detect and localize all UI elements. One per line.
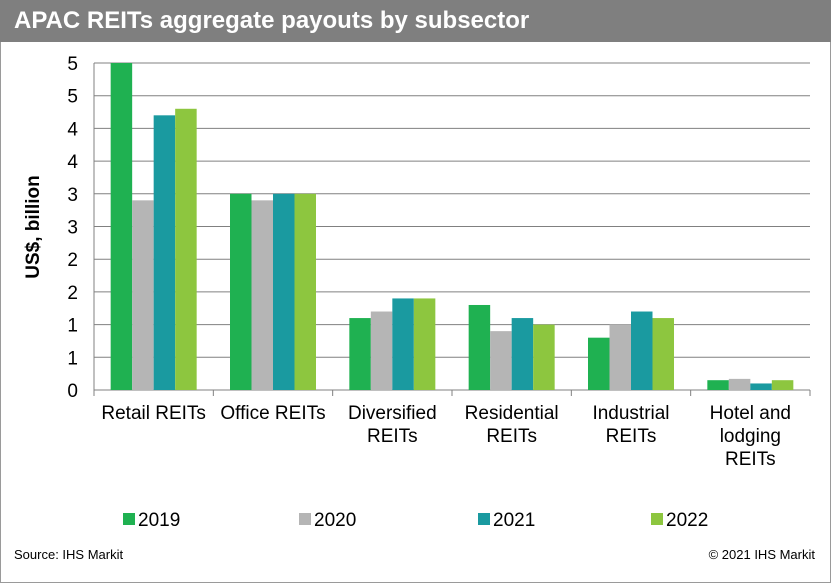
bar [392, 298, 414, 390]
x-tick-label: Office REITs [220, 403, 325, 424]
y-tick-label: 2 [67, 250, 78, 271]
legend-label: 2022 [666, 510, 708, 531]
bar [153, 115, 176, 390]
chart-title: APAC REITs aggregate payouts by subsecto… [14, 7, 530, 34]
y-tick-label: 3 [67, 185, 78, 206]
bar [771, 380, 794, 390]
bar [294, 193, 316, 390]
bar [273, 193, 295, 390]
legend-swatch [299, 513, 311, 525]
y-tick-label: 5 [67, 87, 78, 108]
x-tick-label-line: REITs [725, 449, 776, 470]
bar [511, 318, 534, 390]
legend-label: 2021 [493, 510, 535, 531]
y-tick-label: 0 [67, 381, 78, 402]
y-tick-label: 4 [67, 119, 78, 140]
x-tick-label: Retail REITs [101, 403, 206, 424]
bar [533, 324, 555, 390]
x-tick-label: Industrial REITs [592, 403, 669, 447]
bar [490, 331, 512, 390]
bar [728, 378, 751, 390]
y-tick-label: 4 [67, 152, 78, 173]
title-bar: APAC REITs aggregate payouts by subsecto… [0, 0, 831, 42]
bar [110, 63, 133, 390]
x-tick-label-line: Retail REITs [101, 403, 206, 424]
x-tick-label-line: REITs [486, 426, 537, 447]
bar [349, 318, 371, 390]
bar [652, 318, 674, 390]
x-tick-label-line: Residential [465, 403, 559, 424]
y-axis-title: US$, billion [23, 175, 44, 278]
y-tick-label: 3 [67, 218, 78, 239]
y-tick-label: 5 [67, 54, 78, 75]
copyright-note: © 2021 IHS Markit [708, 547, 815, 562]
bar [251, 200, 273, 390]
bar [588, 337, 610, 390]
legend-swatch [651, 513, 663, 525]
legend-label: 2019 [138, 510, 180, 531]
bar [132, 200, 154, 390]
y-tick-label: 1 [67, 348, 78, 369]
x-tick-label-line: Hotel and [710, 403, 791, 424]
x-tick-label: Residential REITs [465, 403, 559, 447]
x-tick-label-line: REITs [367, 426, 418, 447]
bar [413, 298, 436, 390]
x-tick-label-line: Office REITs [220, 403, 325, 424]
legend-swatch [478, 513, 490, 525]
bar [230, 193, 252, 390]
bar [707, 380, 729, 390]
y-tick-label: 2 [67, 283, 78, 304]
x-tick-label-line: Industrial [592, 403, 669, 424]
x-tick-label: Diversified REITs [348, 403, 437, 447]
bar [175, 108, 197, 390]
bar [631, 311, 653, 390]
bar [370, 311, 393, 390]
legend-swatch [123, 513, 135, 525]
x-tick-label-line: REITs [606, 426, 657, 447]
bar [750, 383, 772, 390]
source-note: Source: IHS Markit [14, 547, 124, 562]
y-tick-label: 1 [67, 316, 78, 337]
bar [468, 304, 491, 390]
x-tick-label: Hotel and lodging REITs [710, 403, 791, 470]
x-tick-label-line: lodging [720, 426, 781, 447]
bar [609, 324, 631, 390]
x-tick-label-line: Diversified [348, 403, 437, 424]
legend-label: 2020 [314, 510, 356, 531]
